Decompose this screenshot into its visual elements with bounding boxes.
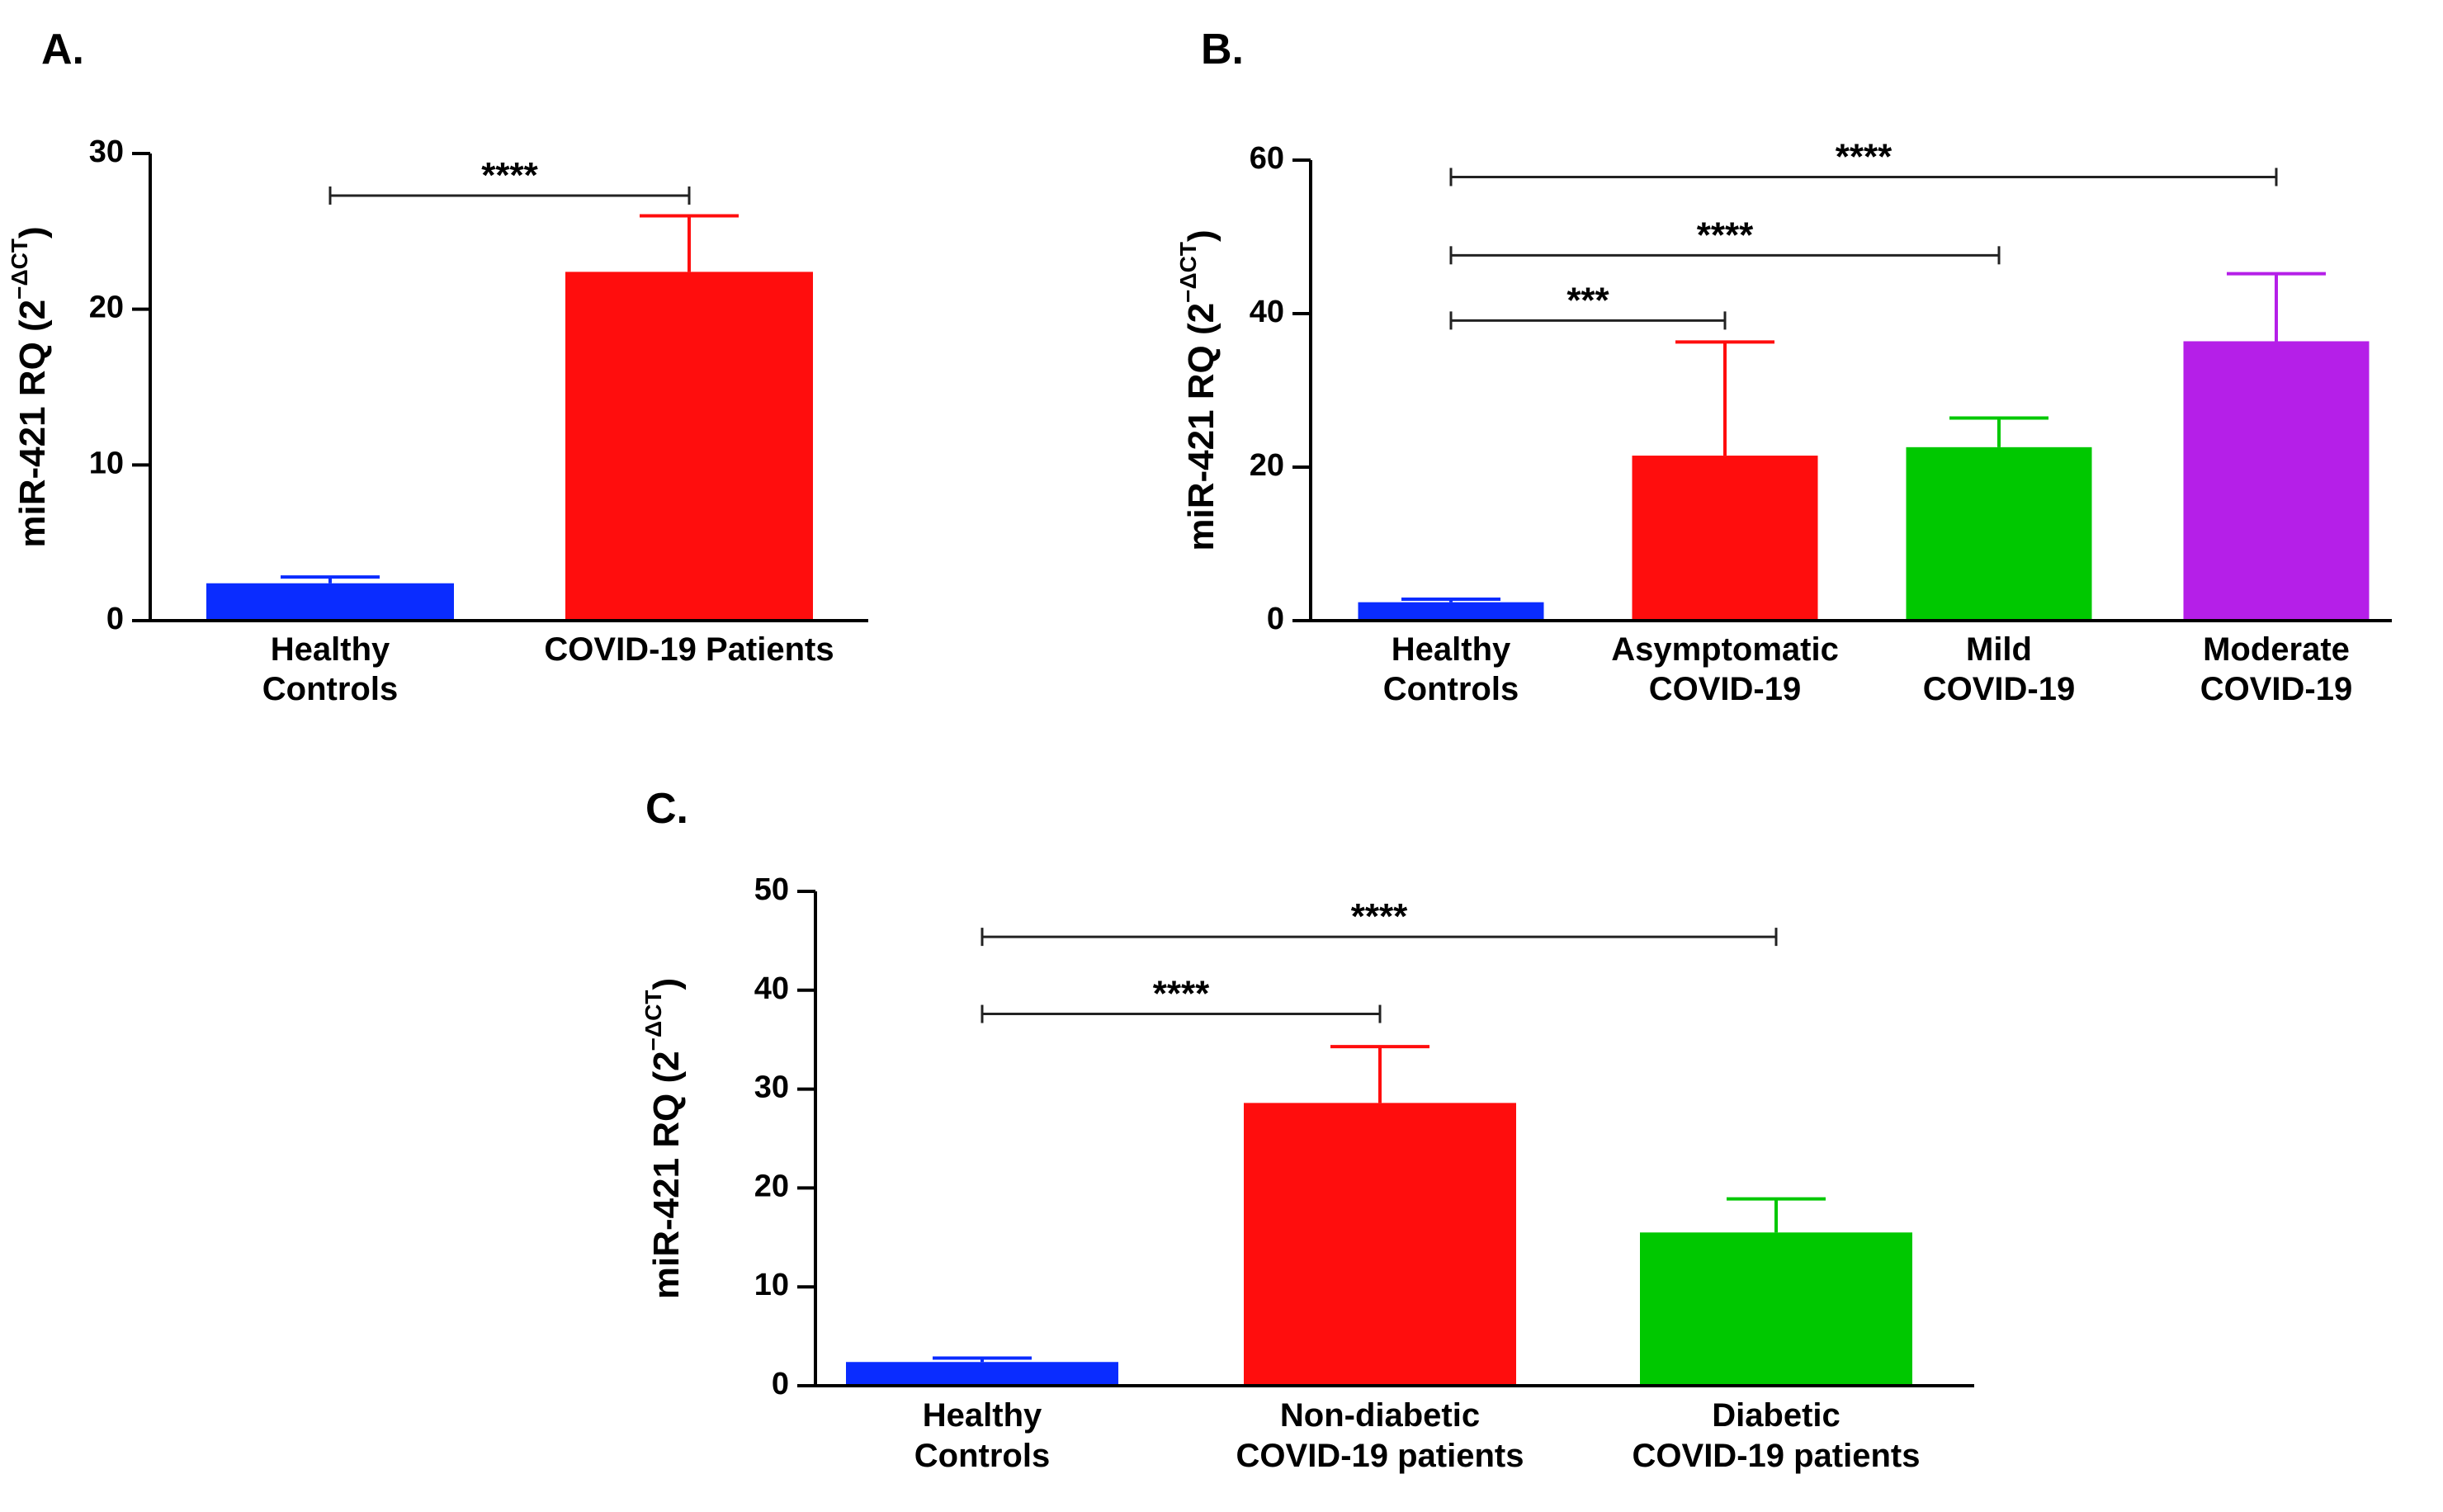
- bar-1: [846, 1362, 1118, 1386]
- chart-panel-3: C. miR-421 RQ (2−ΔCT) Healthy Controls Non-d…: [640, 785, 1974, 1474]
- y-tick-label: 20: [1250, 448, 1284, 483]
- y-tick-label: 30: [89, 135, 124, 169]
- y-tick-label: 0: [106, 602, 124, 636]
- x-tick-label: COVID-19: [2200, 671, 2353, 707]
- x-tick-label: Moderate: [2203, 631, 2350, 668]
- bar-1: [206, 583, 454, 621]
- x-tick-label: Mild: [1966, 631, 2032, 668]
- bar-2: [1632, 456, 1818, 621]
- panel-label: A.: [41, 26, 84, 73]
- y-tick-label: 50: [754, 872, 789, 907]
- x-tick-label: COVID-19 patients: [1236, 1438, 1524, 1474]
- x-tick-label: COVID-19: [1923, 671, 2076, 707]
- y-tick-label: 10: [89, 446, 124, 480]
- x-tick-label: COVID-19 Patients: [544, 631, 834, 668]
- x-tick-label: Controls: [262, 671, 398, 707]
- x-tick-label: Healthy: [1392, 631, 1511, 668]
- bar-3: [1640, 1232, 1912, 1386]
- y-tick-label: 0: [1267, 602, 1284, 636]
- significance-label: ****: [1153, 974, 1210, 1014]
- bar-2: [565, 272, 813, 621]
- bar-1: [1358, 602, 1544, 621]
- x-tick-label: Controls: [914, 1438, 1050, 1474]
- y-tick-label: 20: [754, 1169, 789, 1203]
- x-tick-label: COVID-19: [1649, 671, 1802, 707]
- y-tick-label: 40: [754, 971, 789, 1006]
- significance-label: ****: [1697, 215, 1754, 255]
- y-tick-label: 0: [772, 1367, 789, 1401]
- y-tick-label: 40: [1250, 295, 1284, 329]
- y-tick-label: 20: [89, 291, 124, 325]
- y-tick-label: 60: [1250, 141, 1284, 176]
- x-tick-label: Controls: [1383, 671, 1519, 707]
- y-tick-label: 10: [754, 1268, 789, 1302]
- x-tick-label: Asymptomatic: [1611, 631, 1839, 668]
- y-tick-label: 30: [754, 1070, 789, 1105]
- x-tick-label: Healthy: [271, 631, 390, 668]
- y-axis-label: miR-421 RQ (2−ΔCT): [1175, 229, 1221, 550]
- significance-label: ***: [1566, 280, 1609, 320]
- significance-label: ****: [481, 155, 538, 196]
- panel-label: B.: [1201, 26, 1244, 73]
- y-axis-label: miR-421 RQ (2−ΔCT): [7, 226, 52, 547]
- bar-4: [2183, 341, 2370, 621]
- significance-label: ****: [1836, 136, 1892, 177]
- x-tick-label: COVID-19 patients: [1633, 1438, 1921, 1474]
- panel-label: C.: [645, 785, 688, 833]
- bar-2: [1244, 1103, 1516, 1386]
- y-axis-label: miR-421 RQ (2−ΔCT): [640, 978, 686, 1299]
- bar-3: [1906, 447, 2092, 621]
- x-tick-label: Non-diabetic: [1280, 1397, 1480, 1434]
- x-tick-label: Diabetic: [1712, 1397, 1841, 1434]
- x-tick-label: Healthy: [923, 1397, 1042, 1434]
- significance-label: ****: [1351, 896, 1408, 937]
